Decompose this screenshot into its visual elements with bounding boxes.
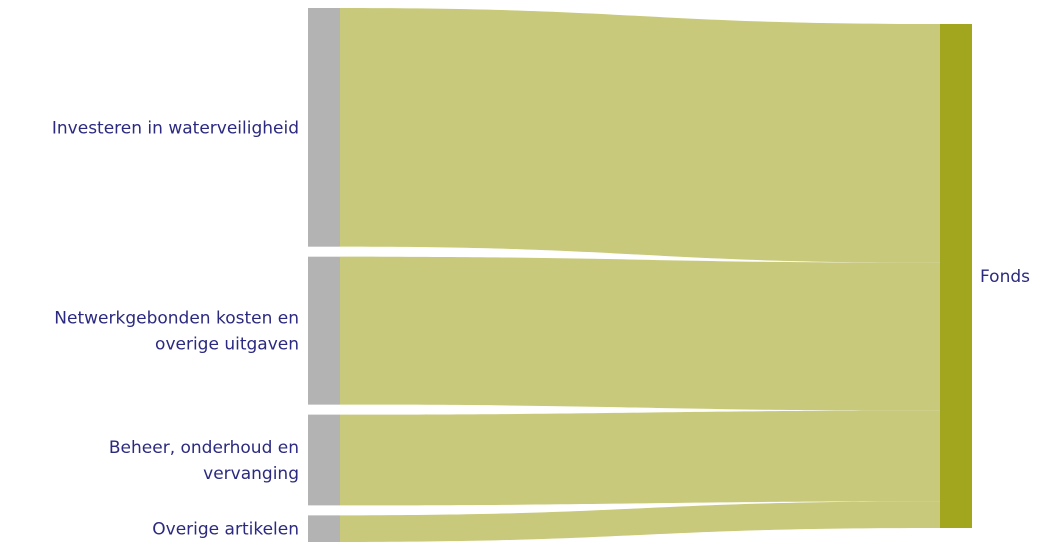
link-overige-artikelen: [340, 501, 940, 542]
link-netwerkgebonden-kosten-en-overige-uitgaven: [340, 256, 940, 411]
source-labels: Investeren in waterveiligheid Netwerkgebo…: [52, 118, 299, 539]
target-node-fonds: [940, 24, 972, 528]
source-node-investeren-in-waterveiligheid: [308, 8, 340, 247]
source-label-beheer-onderhoud-en-vervanging: Beheer, onderhoud en vervanging: [109, 438, 299, 484]
source-label-netwerkgebonden-kosten-en-overige-uitgaven: Netwerkgebonden kosten en overige uitgave…: [54, 309, 299, 355]
source-label-overige-artikelen: Overige artikelen: [152, 520, 299, 540]
source-nodes: [308, 8, 340, 542]
source-node-overige-artikelen: [308, 515, 340, 542]
source-label-investeren-in-waterveiligheid: Investeren in waterveiligheid: [52, 118, 299, 138]
source-node-beheer-onderhoud-en-vervanging: [308, 414, 340, 506]
link-investeren-in-waterveiligheid: [340, 8, 940, 263]
sankey-links: [340, 8, 940, 542]
target-node-label: Fonds: [980, 267, 1030, 287]
source-node-netwerkgebonden-kosten-en-overige-uitgaven: [308, 256, 340, 405]
link-beheer-onderhoud-en-vervanging: [340, 410, 940, 506]
